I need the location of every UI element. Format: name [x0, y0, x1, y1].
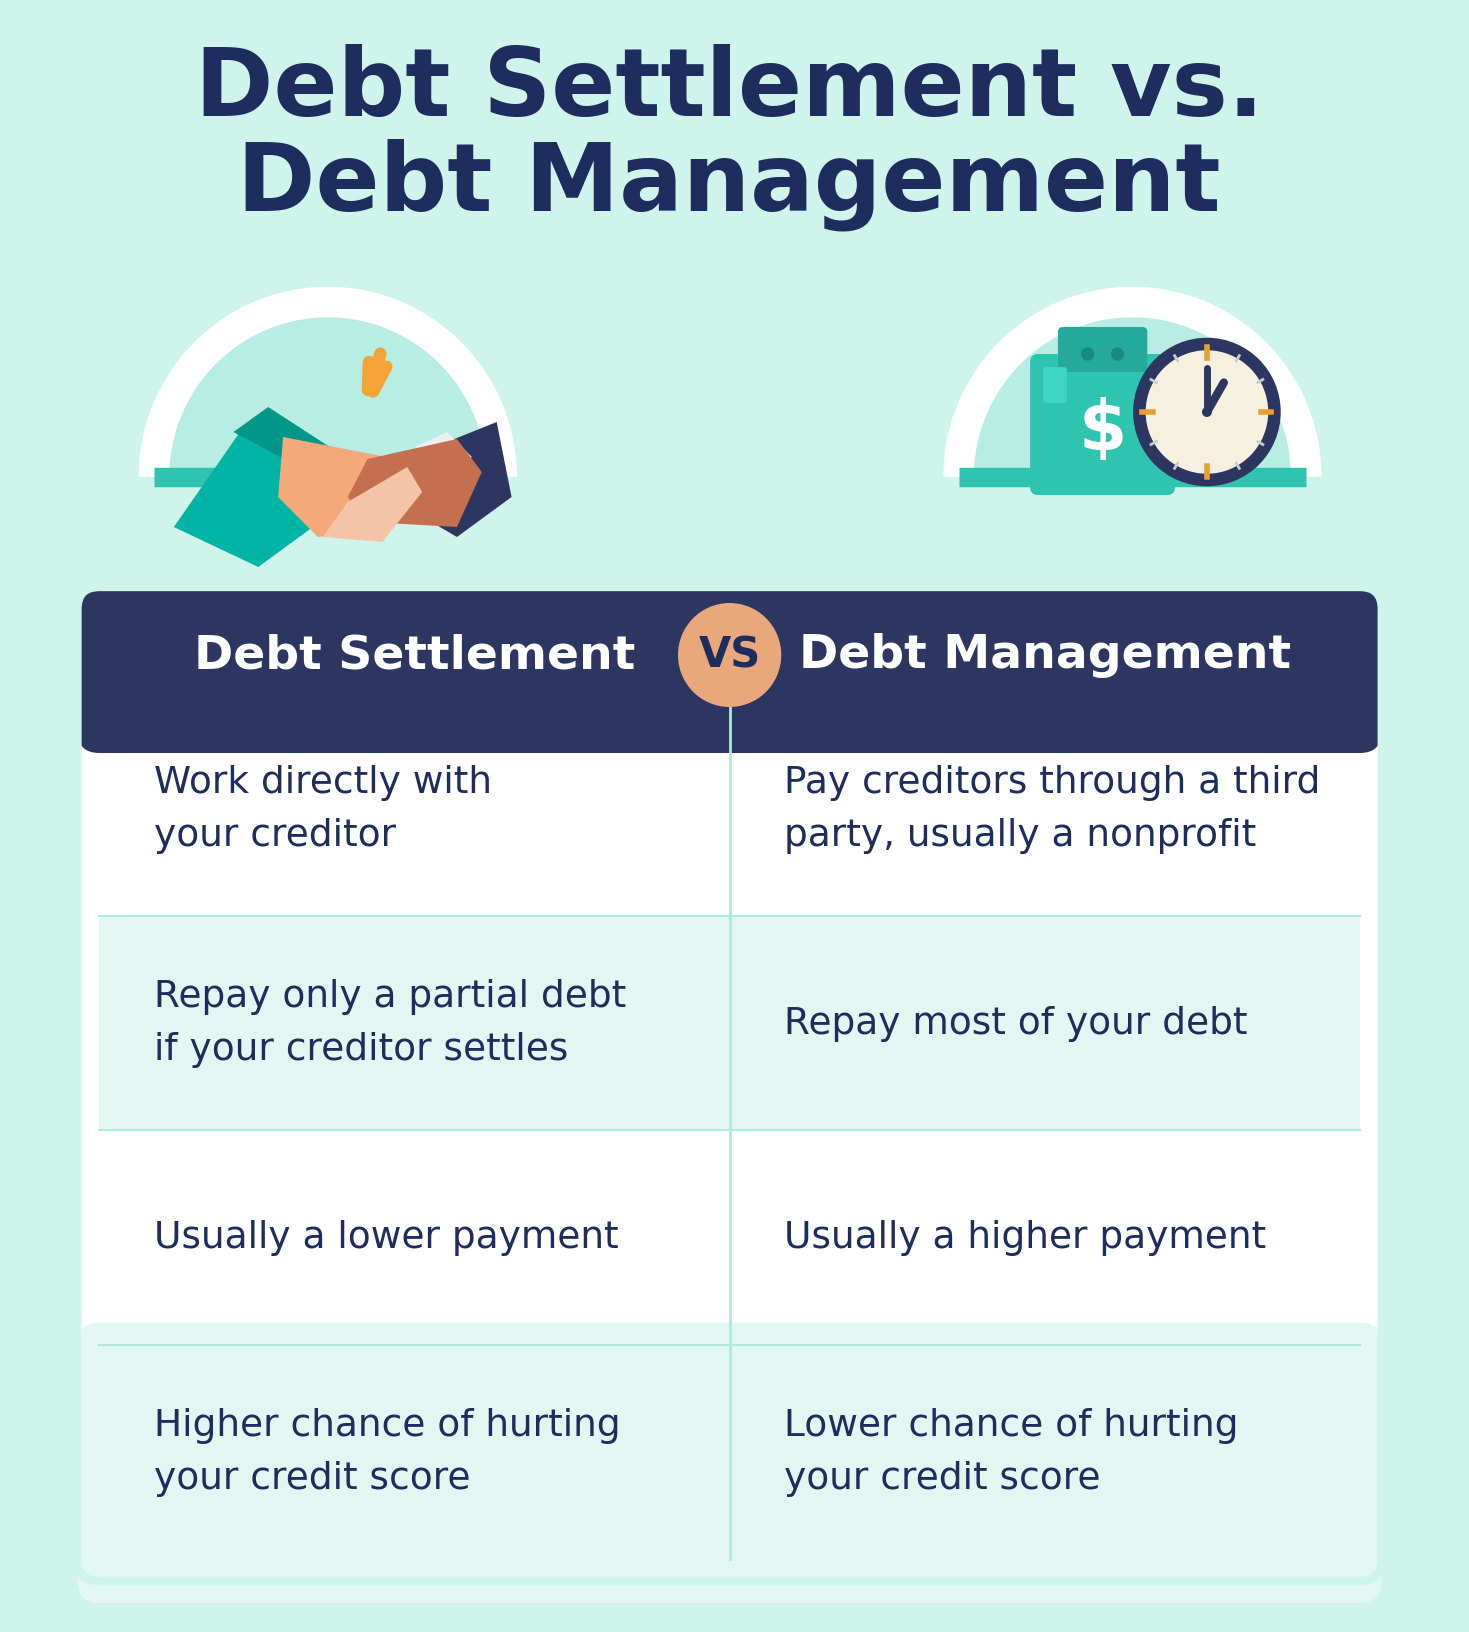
Circle shape [1140, 344, 1275, 481]
Polygon shape [397, 423, 511, 537]
Polygon shape [416, 432, 472, 478]
Polygon shape [959, 304, 1306, 478]
FancyBboxPatch shape [1043, 367, 1066, 403]
Text: Usually a higher payment: Usually a higher payment [784, 1219, 1266, 1255]
FancyBboxPatch shape [100, 697, 1360, 736]
FancyBboxPatch shape [78, 588, 1382, 1581]
Polygon shape [234, 408, 333, 473]
FancyBboxPatch shape [78, 1322, 1382, 1603]
Text: Debt Management: Debt Management [799, 633, 1291, 677]
Circle shape [679, 604, 782, 708]
Polygon shape [278, 437, 427, 537]
Text: $: $ [1078, 397, 1127, 463]
FancyBboxPatch shape [78, 588, 1382, 754]
Text: Lower chance of hurting
your credit score: Lower chance of hurting your credit scor… [784, 1407, 1238, 1497]
Circle shape [1081, 349, 1094, 361]
Text: VS: VS [698, 635, 761, 677]
FancyBboxPatch shape [100, 1131, 1360, 1345]
Circle shape [1202, 408, 1212, 418]
FancyBboxPatch shape [100, 702, 1360, 916]
Text: Debt Settlement: Debt Settlement [194, 633, 635, 677]
Circle shape [1112, 349, 1124, 361]
FancyBboxPatch shape [100, 1345, 1360, 1373]
Text: Repay only a partial debt
if your creditor settles: Repay only a partial debt if your credit… [154, 979, 626, 1067]
Polygon shape [348, 439, 482, 527]
Text: Pay creditors through a third
party, usually a nonprofit: Pay creditors through a third party, usu… [784, 764, 1321, 854]
Polygon shape [154, 304, 501, 478]
Text: Work directly with
your creditor: Work directly with your creditor [154, 764, 492, 854]
Text: Debt Settlement vs.: Debt Settlement vs. [195, 44, 1263, 135]
FancyBboxPatch shape [100, 916, 1360, 1131]
Polygon shape [173, 428, 333, 568]
Text: Repay most of your debt: Repay most of your debt [784, 1005, 1247, 1041]
Text: Higher chance of hurting
your credit score: Higher chance of hurting your credit sco… [154, 1407, 620, 1497]
Text: Usually a lower payment: Usually a lower payment [154, 1219, 618, 1255]
FancyBboxPatch shape [1030, 354, 1175, 496]
Text: Debt Management: Debt Management [238, 139, 1221, 232]
Polygon shape [323, 468, 422, 543]
FancyBboxPatch shape [1058, 328, 1147, 372]
